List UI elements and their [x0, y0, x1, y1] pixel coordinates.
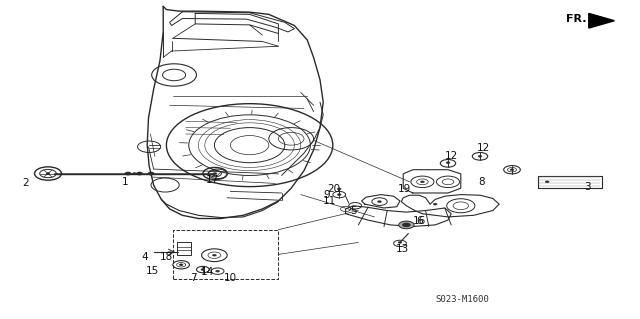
Text: 18: 18 [159, 252, 173, 262]
Text: FR.: FR. [566, 13, 587, 24]
Text: 1: 1 [122, 177, 128, 188]
Text: 12: 12 [477, 143, 490, 153]
Text: 9: 9 [323, 190, 330, 200]
Circle shape [201, 269, 205, 271]
Circle shape [125, 172, 131, 175]
Circle shape [378, 201, 381, 203]
Circle shape [398, 241, 402, 243]
Text: 20: 20 [328, 184, 341, 194]
Circle shape [399, 221, 414, 229]
Text: 17: 17 [206, 175, 220, 185]
Circle shape [212, 254, 216, 256]
Text: 11: 11 [323, 196, 337, 206]
Text: 6: 6 [416, 216, 422, 226]
Circle shape [216, 270, 220, 272]
Text: 5: 5 [351, 205, 357, 216]
Circle shape [510, 169, 514, 171]
Bar [177, 242, 191, 255]
Circle shape [179, 264, 183, 266]
Bar [173, 230, 278, 279]
Circle shape [446, 162, 450, 164]
Text: 19: 19 [397, 184, 411, 194]
Text: 3: 3 [584, 182, 590, 192]
Text: 13: 13 [396, 244, 409, 255]
Circle shape [337, 188, 341, 190]
Circle shape [545, 181, 549, 183]
Circle shape [136, 172, 143, 175]
Text: 2: 2 [22, 178, 29, 189]
Text: S023-M1600: S023-M1600 [435, 295, 489, 304]
Text: 15: 15 [145, 266, 159, 276]
Text: 4: 4 [142, 252, 148, 262]
Text: 12: 12 [445, 151, 458, 161]
Circle shape [213, 173, 217, 174]
Circle shape [403, 223, 410, 227]
Circle shape [148, 172, 154, 175]
Text: 7: 7 [190, 273, 196, 283]
Circle shape [46, 173, 50, 174]
Text: 14: 14 [200, 267, 214, 277]
Circle shape [337, 194, 341, 196]
Circle shape [404, 224, 408, 226]
Circle shape [420, 181, 424, 183]
Polygon shape [589, 13, 614, 28]
Text: 8: 8 [479, 177, 485, 187]
Circle shape [132, 173, 136, 174]
Circle shape [433, 203, 437, 205]
Text: 16: 16 [413, 216, 426, 226]
Text: 10: 10 [224, 272, 237, 283]
Circle shape [478, 155, 482, 157]
